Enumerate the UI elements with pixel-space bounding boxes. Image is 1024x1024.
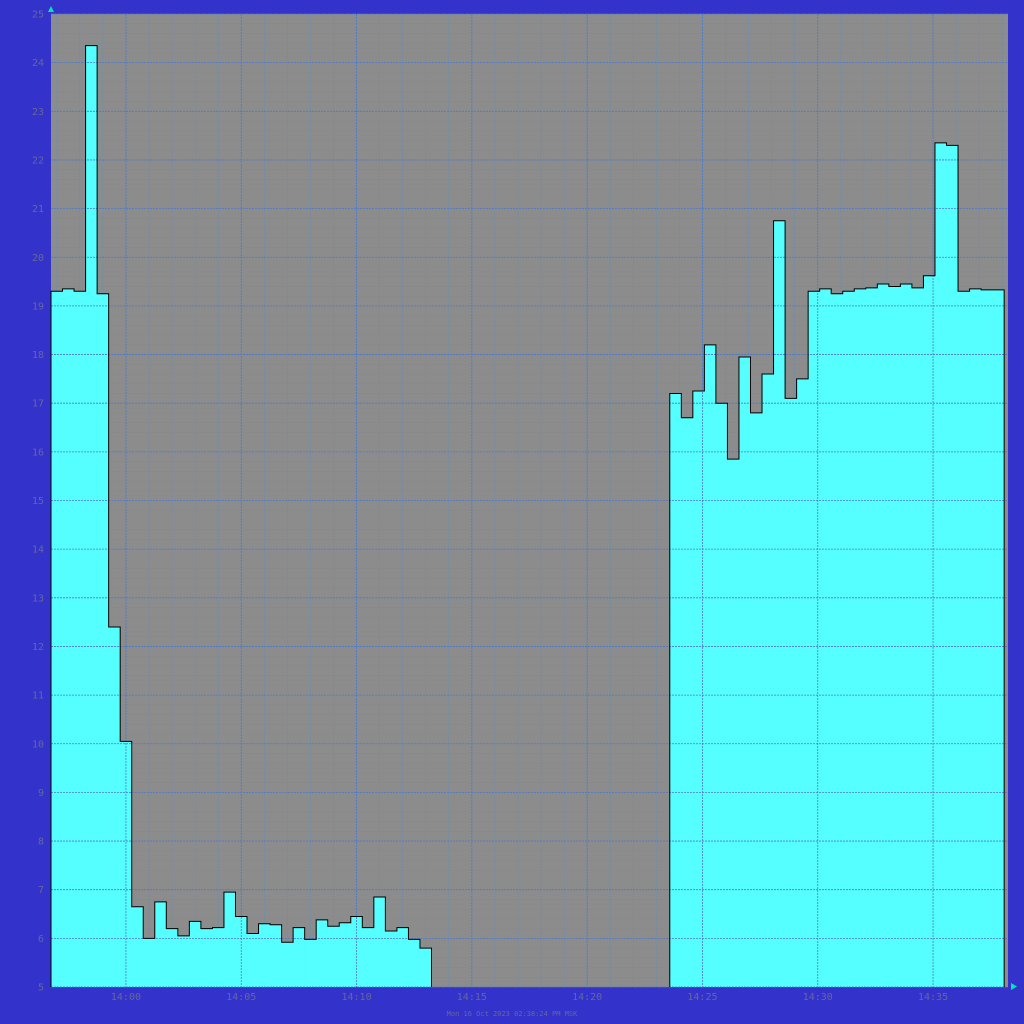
x-tick-label: 14:20 [572, 992, 602, 1003]
step-bar [819, 288, 832, 987]
y-tick-label: 7 [38, 885, 44, 896]
step-bar [304, 939, 317, 987]
y-tick-label: 16 [32, 447, 44, 458]
step-bar [923, 275, 936, 987]
step-bar [900, 284, 913, 987]
y-tick-label: 14 [32, 545, 44, 556]
step-bar [750, 412, 763, 987]
y-tick-label: 21 [32, 204, 44, 215]
step-bar [85, 45, 98, 988]
step-bar [877, 284, 890, 987]
y-tick-label: 6 [38, 934, 44, 945]
step-bar [738, 356, 751, 987]
step-bar [143, 938, 156, 987]
series-line-1 [50, 45, 432, 987]
step-bar [154, 901, 167, 987]
step-bar [293, 927, 305, 987]
x-tick-label: 14:30 [803, 992, 833, 1003]
step-bar [969, 288, 982, 987]
step-bar [796, 378, 809, 987]
step-bar [189, 921, 202, 987]
step-bar [831, 293, 844, 987]
step-bar [854, 288, 867, 987]
step-bar [339, 922, 352, 987]
step-bar [51, 291, 63, 987]
step-bar [681, 417, 694, 987]
step-bar [166, 928, 179, 987]
x-axis-arrow-icon [1011, 983, 1017, 990]
y-tick-label: 5 [38, 983, 44, 994]
step-bar [865, 287, 878, 987]
y-tick-label: 10 [32, 739, 44, 750]
step-bar [785, 398, 797, 988]
step-bar [669, 393, 682, 988]
series-fill [51, 45, 1005, 988]
step-bar [911, 287, 924, 987]
series-outline [50, 45, 1005, 987]
x-tick-label: 14:00 [111, 992, 141, 1003]
step-bar [396, 927, 409, 987]
step-bar [62, 288, 75, 987]
x-axis: 14:00 14:05 14:10 14:15 14:20 14:25 14:30 14:35 [111, 992, 948, 1003]
step-bar [131, 906, 144, 987]
y-tick-label: 17 [32, 399, 44, 410]
step-bar [373, 896, 386, 987]
y-tick-label: 13 [32, 593, 44, 604]
x-tick-label: 14:10 [341, 992, 371, 1003]
y-axis-arrow-icon [48, 6, 54, 12]
y-tick-label: 22 [32, 155, 44, 166]
step-bar [223, 892, 236, 987]
step-bar [842, 291, 855, 987]
y-tick-label: 18 [32, 350, 44, 361]
step-bar [97, 293, 109, 987]
step-bar [958, 291, 970, 987]
step-bar [808, 291, 820, 987]
step-bar [258, 923, 271, 987]
step-bar [362, 927, 375, 987]
x-tick-label: 14:35 [918, 992, 948, 1003]
step-bar [327, 926, 340, 987]
major-grid [51, 13, 1008, 988]
step-bar [762, 374, 774, 987]
step-bar [981, 289, 993, 988]
step-bar [316, 919, 329, 987]
x-tick-label: 14:05 [226, 992, 256, 1003]
y-tick-label: 8 [38, 837, 44, 848]
y-tick-label: 15 [32, 496, 44, 507]
step-bar [281, 942, 294, 987]
step-bar [247, 933, 259, 987]
step-bar [934, 142, 947, 988]
series-line-2 [669, 142, 1005, 987]
step-bar [74, 291, 86, 987]
step-bar [270, 924, 282, 987]
step-bar [946, 145, 959, 988]
step-bar [704, 344, 717, 987]
step-bar [385, 931, 398, 987]
y-tick-label: 25 [32, 10, 44, 21]
step-bar [177, 935, 190, 987]
x-tick-label: 14:25 [687, 992, 717, 1003]
y-tick-label: 20 [32, 253, 44, 264]
step-bar [108, 626, 121, 987]
step-bar [888, 286, 901, 987]
step-bar [727, 459, 740, 988]
y-tick-label: 23 [32, 107, 44, 118]
step-bar [992, 289, 1005, 988]
step-bar [773, 220, 786, 987]
step-bar [200, 928, 213, 987]
y-tick-label: 19 [32, 301, 44, 312]
step-bar [212, 927, 225, 987]
step-bar [692, 391, 705, 988]
x-tick-label: 14:15 [457, 992, 487, 1003]
y-tick-label: 12 [32, 642, 44, 653]
y-axis: 5 6 7 8 9 10 11 12 13 14 15 16 17 18 19 20 21 22 23 24 25 [32, 10, 44, 994]
step-bar [419, 948, 432, 987]
y-tick-label: 9 [38, 788, 44, 799]
footer-timestamp: Mon 16 Oct 2023 02:38:24 PM MSK [447, 1010, 578, 1018]
y-tick-label: 11 [32, 691, 44, 702]
y-tick-label: 24 [32, 58, 44, 69]
step-bar [408, 939, 421, 987]
